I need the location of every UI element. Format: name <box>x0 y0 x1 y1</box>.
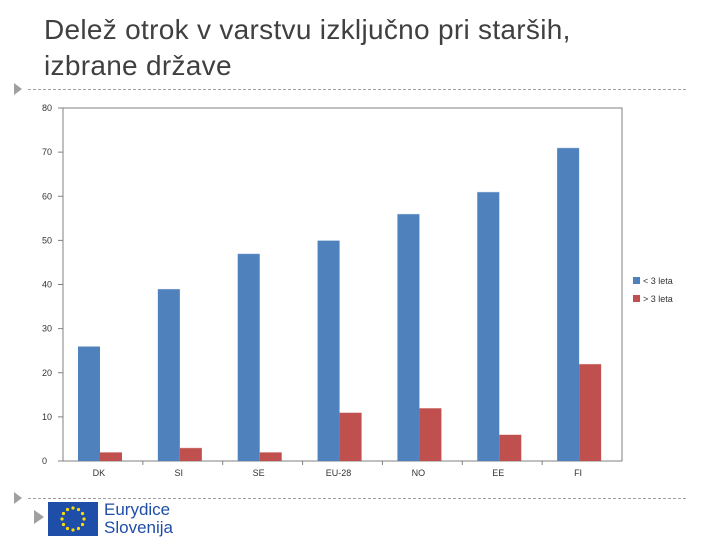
y-tick-label: 80 <box>42 103 52 113</box>
axes: 0 10 20 30 40 50 60 70 80 DK SI SE EU-28 NO EE FI <box>42 103 582 478</box>
legend-swatch-0 <box>633 277 640 284</box>
y-tick-label: 50 <box>42 235 52 245</box>
bullet-arrow-icon-bottom <box>14 492 22 504</box>
x-tick-label: FI <box>574 468 582 478</box>
eu-star-icon <box>65 526 70 531</box>
bar-under3-dk <box>78 346 100 461</box>
bar-under3-eu-28 <box>317 240 340 461</box>
eu-star-icon <box>71 506 75 510</box>
bar-over3-dk <box>100 452 122 461</box>
bar-over3-si <box>179 447 202 461</box>
y-tick-label: 20 <box>42 368 52 378</box>
eurydice-logo[interactable]: Eurydice Slovenija <box>34 500 214 538</box>
legend-label-0: < 3 leta <box>643 276 673 286</box>
x-tick-label: NO <box>412 468 426 478</box>
bar-over3-eu-28 <box>339 412 362 461</box>
y-tick-label: 60 <box>42 191 52 201</box>
bar-under3-si <box>157 288 180 461</box>
x-tick-label: SI <box>175 468 184 478</box>
y-tick-label: 40 <box>42 280 52 290</box>
eu-star-icon <box>61 511 66 516</box>
eu-star-icon <box>76 507 81 512</box>
x-tick-label: SE <box>253 468 265 478</box>
y-tick-label: 30 <box>42 324 52 334</box>
plot-area <box>62 107 623 462</box>
bar-under3-se <box>237 253 260 461</box>
bar-over3-se <box>259 452 282 461</box>
x-tick-label: EE <box>492 468 504 478</box>
y-tick-label: 10 <box>42 412 52 422</box>
bar-over3-ee <box>499 434 522 461</box>
eu-flag-icon <box>48 502 98 536</box>
y-tick-label: 0 <box>42 456 47 466</box>
logo-line1: Eurydice <box>104 500 171 519</box>
eu-star-icon <box>80 511 85 516</box>
eu-star-icon <box>61 522 66 527</box>
bar-under3-no <box>397 213 420 461</box>
bottom-divider <box>28 498 686 499</box>
legend: < 3 leta > 3 leta <box>633 276 673 304</box>
plot-border <box>62 107 623 462</box>
eu-star-icon <box>82 517 86 521</box>
x-tick-label: DK <box>93 468 106 478</box>
eu-star-icon <box>60 517 64 521</box>
eu-star-icon <box>65 507 70 512</box>
bar-chart: 0 10 20 30 40 50 60 70 80 DK SI SE EU-28 NO EE FI < 3 l… <box>42 103 673 478</box>
eu-star-icon <box>76 526 81 531</box>
eu-star-icon <box>80 522 85 527</box>
bar-under3-ee <box>477 191 500 461</box>
bar-under3-fi <box>557 147 580 461</box>
top-divider <box>28 89 686 90</box>
x-tick-label: EU-28 <box>326 468 352 478</box>
bullet-arrow-icon <box>14 83 22 95</box>
bar-over3-fi <box>579 363 602 461</box>
bar-over3-no <box>419 408 442 461</box>
eu-stars-icon <box>60 506 86 532</box>
bars <box>78 147 602 461</box>
legend-swatch-1 <box>633 295 640 302</box>
logo-line2: Slovenija <box>104 518 173 537</box>
eu-star-icon <box>71 528 75 532</box>
logo-arrow-icon <box>34 510 44 524</box>
slide-title: Delež otrok v varstvu izključno pri star… <box>44 14 571 81</box>
y-tick-label: 70 <box>42 147 52 157</box>
legend-label-1: > 3 leta <box>643 294 673 304</box>
logo-text: Eurydice Slovenija <box>104 501 173 537</box>
